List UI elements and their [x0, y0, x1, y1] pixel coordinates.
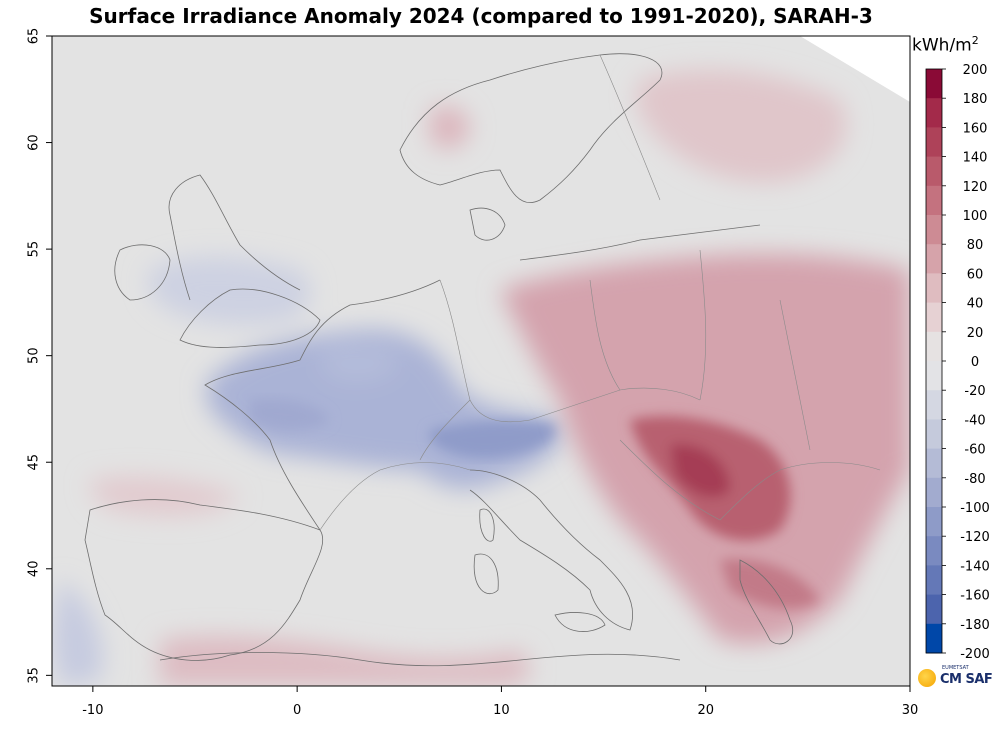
x-tick-label: 20 — [697, 703, 714, 718]
colorbar-swatch — [926, 477, 942, 508]
colorbar-unit-label: kWh/m2 — [912, 34, 979, 56]
sun-icon — [918, 669, 936, 687]
colorbar-swatch — [926, 507, 942, 537]
y-tick-label: 60 — [27, 134, 42, 151]
x-tick-label: 30 — [902, 703, 919, 718]
colorbar-label: 0 — [971, 355, 979, 370]
y-tick-label: 45 — [27, 454, 42, 471]
colorbar-swatch — [926, 419, 942, 450]
colorbar-label: 120 — [963, 180, 988, 195]
colorbar-swatch — [926, 244, 942, 274]
colorbar-label: 40 — [967, 297, 984, 312]
colorbar-swatch — [926, 361, 942, 391]
colorbar-swatch — [926, 156, 942, 187]
alps-negative-anomaly — [250, 398, 556, 459]
colorbar-label: -180 — [960, 618, 990, 633]
colorbar-label: -200 — [960, 647, 990, 662]
logo-text: CM SAF — [940, 672, 993, 687]
x-tick-label: 0 — [293, 703, 301, 718]
axis-labels: -10 0 10 20 30 35 40 45 50 55 60 65 — [27, 28, 919, 718]
colorbar-swatch — [926, 98, 942, 128]
colorbar-swatch — [926, 594, 942, 625]
colorbar-label: -80 — [964, 472, 985, 487]
colorbar-label: 180 — [963, 92, 988, 107]
colorbar-swatch — [926, 331, 942, 362]
y-tick-label: 55 — [27, 241, 42, 258]
no-data-region — [800, 36, 910, 102]
x-tick-label: -10 — [82, 703, 103, 718]
axis-ticks — [46, 35, 911, 692]
colorbar-swatch — [926, 623, 942, 654]
colorbar-label: -20 — [964, 384, 985, 399]
map-title: Surface Irradiance Anomaly 2024 (compare… — [89, 4, 873, 28]
y-tick-label: 40 — [27, 561, 42, 578]
colorbar-swatch — [926, 185, 942, 216]
colorbar-label: 80 — [967, 238, 984, 253]
colorbar-swatch — [926, 302, 942, 333]
colorbar-label: 200 — [963, 63, 988, 78]
y-tick-label: 35 — [27, 667, 42, 684]
colorbar-swatch — [926, 565, 942, 596]
colorbar-swatch — [926, 69, 942, 99]
colorbar-swatch — [926, 215, 942, 245]
map-frame — [51, 35, 911, 687]
colorbar: 200180160140120100806040200-20-40-60-80-… — [925, 63, 990, 662]
colorbar-label: 60 — [967, 267, 984, 282]
colorbar-label: 20 — [967, 326, 984, 341]
colorbar-label: 140 — [963, 151, 988, 166]
colorbar-label: -60 — [964, 443, 985, 458]
cmsaf-logo: EUMETSAT CM SAF — [918, 665, 998, 692]
y-tick-label: 65 — [27, 28, 42, 45]
colorbar-swatch — [926, 448, 942, 479]
colorbar-label: -40 — [964, 413, 985, 428]
colorbar-swatch — [926, 127, 942, 158]
colorbar-label: -100 — [960, 501, 990, 516]
colorbar-label: 100 — [963, 209, 988, 224]
y-tick-label: 50 — [27, 347, 42, 364]
logo-small-text: EUMETSAT — [942, 665, 969, 671]
coastlines — [84, 53, 793, 667]
colorbar-label: -140 — [960, 559, 990, 574]
colorbar-label: 160 — [963, 121, 988, 136]
colorbar-swatch — [926, 390, 942, 420]
anomaly-field — [52, 36, 910, 686]
colorbar-swatch — [926, 536, 942, 566]
x-tick-label: 10 — [493, 703, 510, 718]
colorbar-label: -160 — [960, 589, 990, 604]
country-borders — [319, 54, 881, 531]
colorbar-label: -120 — [960, 530, 990, 545]
colorbar-swatch — [926, 273, 942, 304]
